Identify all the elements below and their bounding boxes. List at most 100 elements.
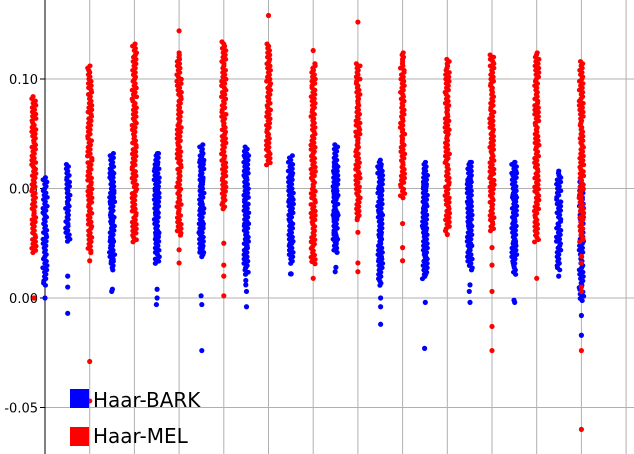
data-point [357, 127, 363, 133]
data-point [177, 232, 184, 238]
data-point [312, 261, 318, 267]
outlier-point [400, 258, 406, 264]
data-point [110, 267, 116, 273]
data-point [290, 201, 296, 207]
data-point [152, 173, 159, 178]
data-point [532, 140, 538, 146]
data-point [152, 188, 158, 194]
data-point [331, 175, 337, 181]
data-point [33, 116, 39, 121]
data-point [129, 219, 136, 225]
legend-swatch-haar-mel [70, 427, 89, 446]
outlier-point [489, 262, 495, 268]
data-point [174, 78, 180, 84]
data-point [424, 245, 430, 251]
point-column [152, 151, 162, 301]
data-point [446, 151, 452, 157]
data-point [129, 208, 135, 214]
data-point [423, 272, 429, 277]
outlier-point [333, 264, 339, 270]
data-point [133, 85, 139, 91]
data-point [32, 160, 39, 165]
point-column [107, 151, 118, 292]
data-point [44, 203, 50, 209]
point-column [263, 12, 274, 168]
outlier-point [221, 240, 227, 246]
outlier-point [378, 295, 384, 301]
y-tick-label: 0.00 [9, 292, 38, 307]
outlier-point [355, 19, 361, 25]
data-point [554, 225, 560, 231]
data-point [219, 109, 225, 115]
point-column [331, 142, 341, 270]
data-point [419, 276, 426, 282]
data-point [354, 217, 360, 223]
data-point [531, 239, 538, 245]
outlier-point [221, 273, 227, 279]
outlier-point [310, 275, 316, 281]
data-point [557, 267, 563, 273]
point-column [442, 56, 453, 238]
outlier-point [489, 288, 495, 295]
y-tick-label: 0.10 [9, 73, 38, 88]
data-point [424, 192, 430, 198]
data-point [174, 184, 180, 190]
data-point [30, 250, 36, 256]
outlier-point [65, 310, 71, 316]
outlier-point [153, 301, 159, 308]
outlier-point [355, 269, 361, 275]
outlier-point [87, 258, 93, 264]
point-column [63, 162, 73, 316]
data-point [199, 254, 205, 260]
data-point [335, 173, 341, 178]
data-point [286, 199, 292, 205]
point-column [510, 159, 520, 305]
data-point [178, 76, 184, 82]
outlier-point [109, 286, 115, 292]
point-column [576, 59, 587, 432]
data-point [178, 125, 184, 130]
outlier-point [310, 47, 316, 54]
point-column [241, 153, 252, 310]
data-point [312, 188, 318, 194]
outlier-point [489, 323, 495, 330]
data-point [33, 243, 39, 249]
data-point [535, 206, 542, 212]
data-point [487, 175, 493, 181]
data-point [335, 212, 341, 218]
point-column [397, 50, 408, 264]
outlier-point [243, 282, 249, 288]
data-point [133, 94, 140, 100]
data-point [64, 239, 71, 244]
outlier-point [176, 28, 182, 34]
outlier-point [65, 273, 71, 279]
data-point [219, 94, 225, 100]
data-point [263, 162, 270, 168]
data-point [308, 142, 314, 148]
outlier-point [556, 273, 562, 279]
data-point [308, 254, 314, 260]
data-point [491, 182, 497, 188]
data-point [242, 272, 249, 277]
data-point [42, 282, 49, 288]
outlier-point [154, 286, 160, 292]
point-column [465, 159, 475, 305]
data-point [111, 199, 118, 205]
data-point [554, 197, 560, 202]
data-point [130, 239, 136, 245]
outlier-point [198, 293, 204, 299]
outlier-point [176, 247, 182, 253]
data-point [487, 228, 494, 234]
data-point [220, 206, 226, 212]
data-point [353, 173, 359, 179]
data-point [133, 120, 139, 126]
data-point [84, 153, 91, 159]
point-column [29, 94, 39, 301]
outlier-point [578, 284, 585, 290]
point-column [84, 63, 95, 404]
axis-layer: -0.050.000.050.10 [4, 0, 46, 454]
outlier-point [578, 347, 585, 354]
outlier-point [221, 262, 227, 268]
outlier-point [534, 275, 540, 281]
